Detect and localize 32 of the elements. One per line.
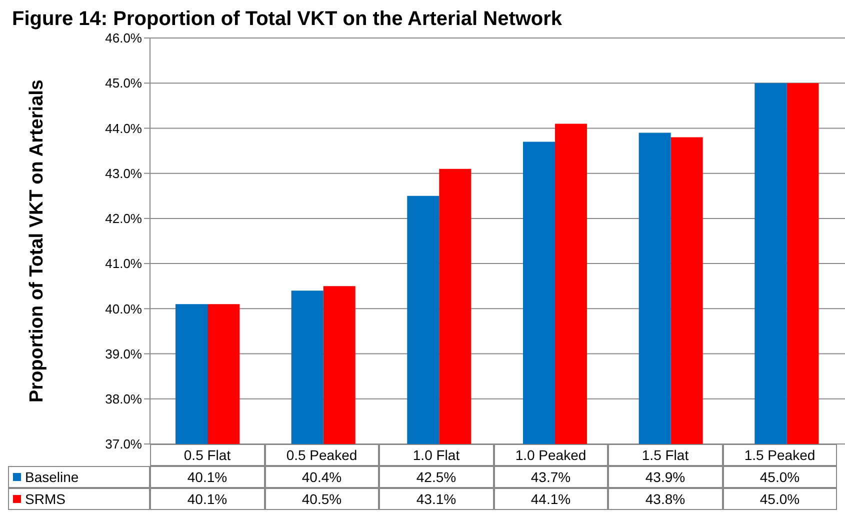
data-label: 42.5% (379, 466, 494, 488)
y-tick-label: 37.0% (105, 436, 142, 452)
data-label: 40.5% (264, 488, 379, 510)
y-tick-label: 44.0% (105, 120, 142, 136)
data-label: 40.4% (264, 466, 379, 488)
legend-label: Baseline (25, 468, 79, 486)
data-label: 43.8% (608, 488, 722, 510)
y-tick-label: 40.0% (105, 301, 142, 316)
x-tick-label: 1.0 Flat (379, 444, 494, 466)
legend-label: SRMS (25, 490, 66, 508)
y-tick-label: 42.0% (105, 211, 142, 226)
y-tick-label: 39.0% (105, 346, 142, 362)
data-label: 43.7% (494, 466, 608, 488)
data-label: 45.0% (722, 466, 837, 488)
x-tick-label: 1.5 Peaked (722, 444, 837, 466)
data-label: 40.1% (150, 488, 264, 510)
y-axis-title: Proportion of Total VKT on Arterials (26, 80, 48, 402)
data-label: 40.1% (150, 466, 264, 488)
y-tick-label: 43.0% (105, 166, 142, 181)
y-tick-label: 45.0% (105, 76, 142, 91)
y-tick-label: 46.0% (105, 30, 142, 46)
chart-title: Figure 14: Proportion of Total VKT on the Arterial Network (11, 8, 564, 30)
y-tick-label: 41.0% (105, 256, 142, 272)
data-label: 44.1% (494, 488, 608, 510)
data-label: 45.0% (722, 488, 837, 510)
data-label: 43.1% (379, 488, 494, 510)
y-tick-label: 38.0% (105, 392, 142, 407)
x-tick-label: 1.5 Flat (608, 444, 722, 466)
data-label: 43.9% (608, 466, 722, 488)
x-tick-label: 1.0 Peaked (494, 444, 608, 466)
x-tick-label: 0.5 Peaked (264, 444, 379, 466)
x-tick-label: 0.5 Flat (150, 444, 264, 466)
